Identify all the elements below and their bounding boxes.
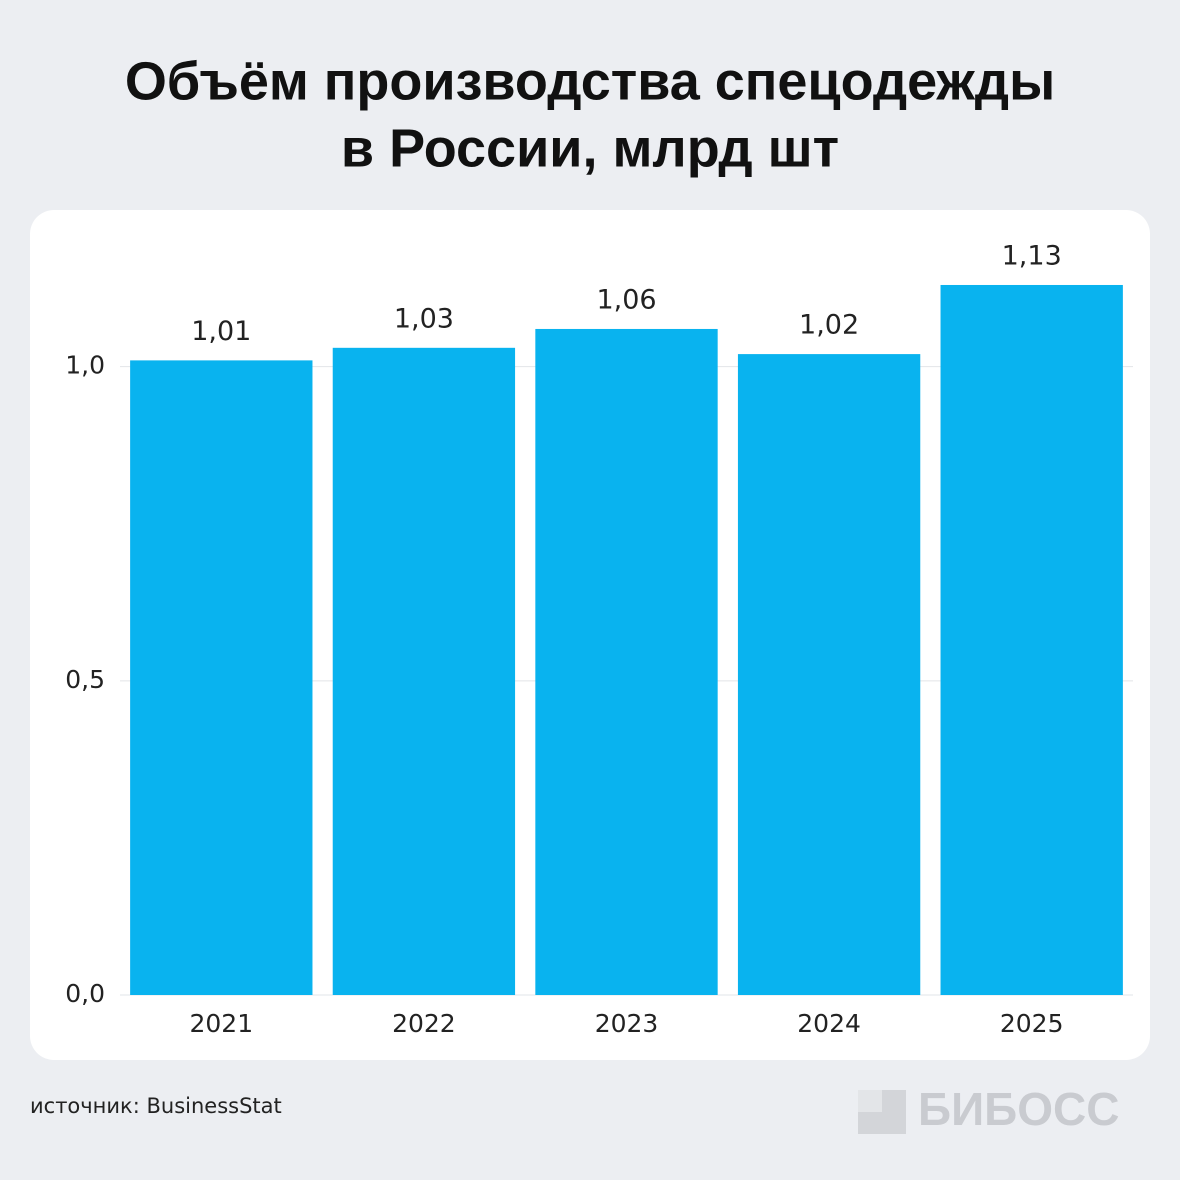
x-tick-label: 2022 [392, 1009, 456, 1038]
bar [535, 328, 718, 995]
bar [737, 354, 921, 996]
chart-title: в России, млрд шт [341, 118, 839, 178]
y-tick-label: 0,0 [65, 979, 105, 1008]
bar [940, 284, 1123, 995]
x-tick-label: 2023 [595, 1009, 659, 1038]
value-label: 1,01 [191, 316, 251, 347]
logo: БИБОСС [858, 1083, 1119, 1135]
bar [130, 360, 313, 996]
chart-title: Объём производства спецодежды [125, 51, 1055, 111]
y-tick-label: 0,5 [65, 665, 105, 694]
x-tick-label: 2025 [1000, 1009, 1064, 1038]
x-tick-label: 2024 [797, 1009, 861, 1038]
value-label: 1,02 [799, 310, 859, 341]
y-tick-label: 1,0 [65, 351, 105, 380]
logo-icon-part [858, 1090, 882, 1112]
value-label: 1,06 [596, 284, 656, 315]
bar [332, 347, 516, 996]
logo-text: БИБОСС [918, 1083, 1119, 1135]
x-tick-label: 2021 [189, 1009, 253, 1038]
source: источник: BusinessStat [30, 1094, 282, 1118]
value-label: 1,13 [1002, 240, 1062, 271]
value-label: 1,03 [394, 303, 454, 334]
